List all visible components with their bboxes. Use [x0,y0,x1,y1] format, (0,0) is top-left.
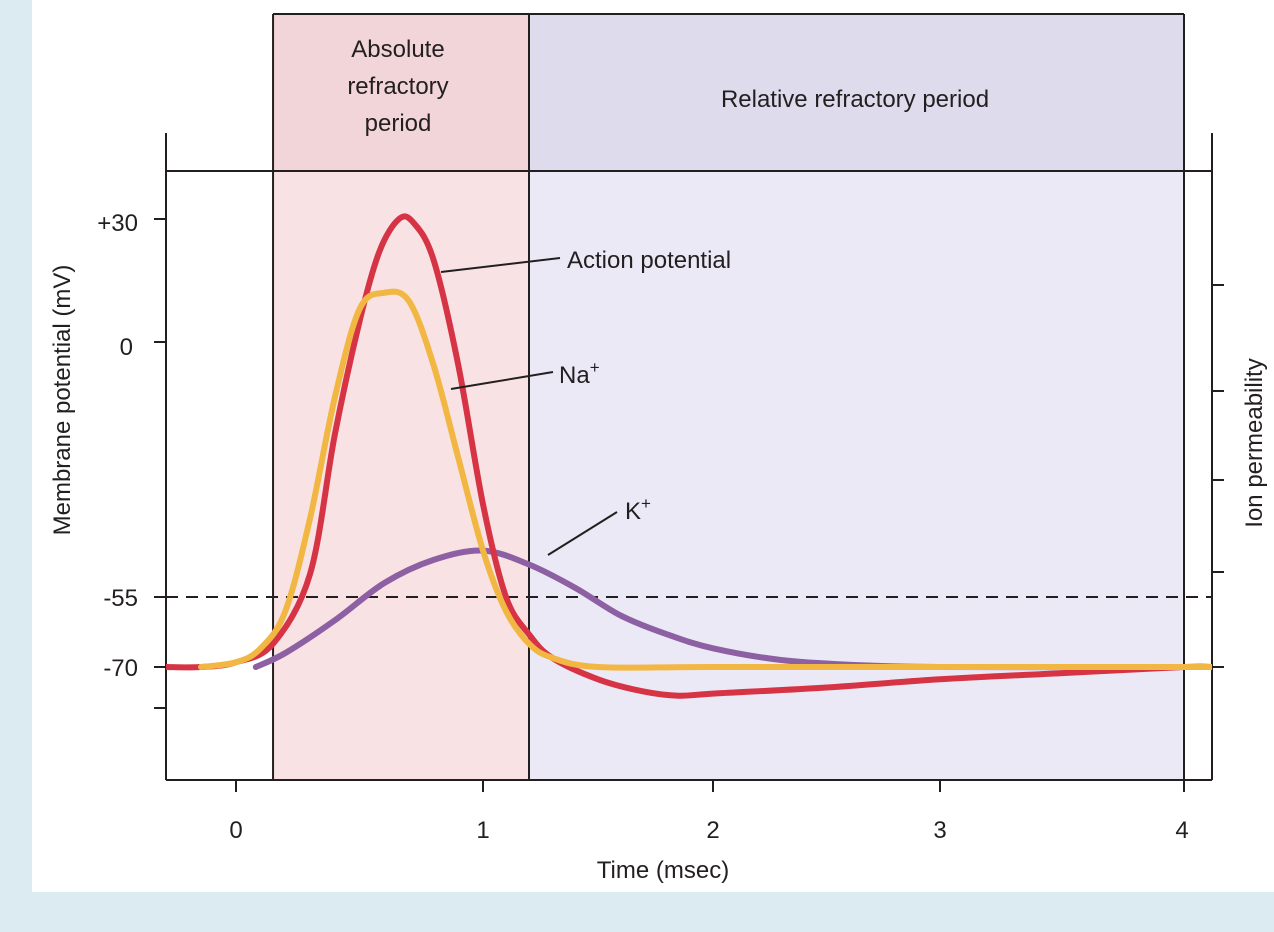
callout-leader-k [547,511,618,556]
annotation-na: Na+ [559,358,600,389]
frame-layer [165,13,1213,781]
region-relative-header [529,14,1184,171]
x-tick-label: 3 [933,817,946,844]
series-line-action-potential [166,213,1212,699]
series-layer [166,213,1212,699]
y-tick-label: -55 [103,585,138,612]
region-absolute-header [273,14,529,171]
y-axis-label: Membrane potential (mV) [49,265,76,536]
y-tick-label: -70 [103,655,138,682]
ticks-layer [154,218,1224,792]
region-absolute-body [273,171,529,780]
annotation-k: K+ [625,494,651,525]
annotation-action-potential: Action potential [567,247,731,274]
x-tick-label: 2 [706,817,719,844]
x-tick-label: 0 [229,817,242,844]
y2-axis-label: Ion permeability [1241,358,1268,527]
y-tick-label: +30 [97,210,138,237]
callout-layer [440,257,618,556]
region-label-absolute-line1: Absolute [351,36,444,63]
series-line-na [198,288,1212,671]
region-label-relative: Relative refractory period [721,86,989,113]
region-relative-body [529,171,1184,780]
y-tick-label: 0 [120,334,133,361]
callout-leader-action-potential [440,257,561,273]
region-label-absolute-line2: refractory [347,73,448,100]
callout-leader-na [450,371,554,390]
region-label-absolute-line3: period [365,110,432,137]
x-axis-label: Time (msec) [597,857,729,884]
regions-layer [273,14,1184,780]
chart: Absolute refractory period Relative refr… [49,13,1268,884]
figure: Absolute refractory period Relative refr… [32,0,1274,892]
x-tick-label: 1 [476,817,489,844]
x-tick-label: 4 [1175,817,1188,844]
